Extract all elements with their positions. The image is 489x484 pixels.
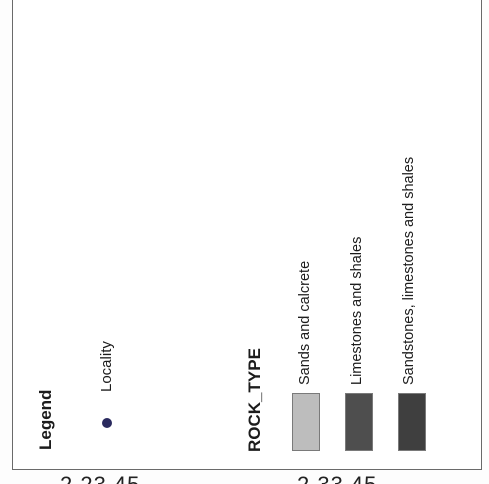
rock-label-sands-and-calcrete: Sands and calcrete	[297, 260, 313, 385]
swatch-sandstones-limestones-and-shales	[398, 393, 426, 451]
swatch-sands-and-calcrete	[292, 393, 320, 451]
legend-title: Legend	[36, 389, 55, 450]
bottom-coordinate-label-right: 2.33.45	[297, 472, 377, 484]
locality-label: Locality	[98, 341, 115, 392]
legend-frame	[12, 0, 482, 470]
rock-type-title: ROCK_TYPE	[245, 348, 264, 452]
bottom-coordinate-label-left: 2.23.45	[60, 472, 140, 484]
rock-label-sandstones-limestones-and-shales: Sandstones, limestones and shales	[401, 156, 417, 385]
locality-dot-icon	[102, 418, 112, 428]
swatch-limestones-and-shales	[345, 393, 373, 451]
rock-label-limestones-and-shales: Limestones and shales	[349, 236, 365, 385]
